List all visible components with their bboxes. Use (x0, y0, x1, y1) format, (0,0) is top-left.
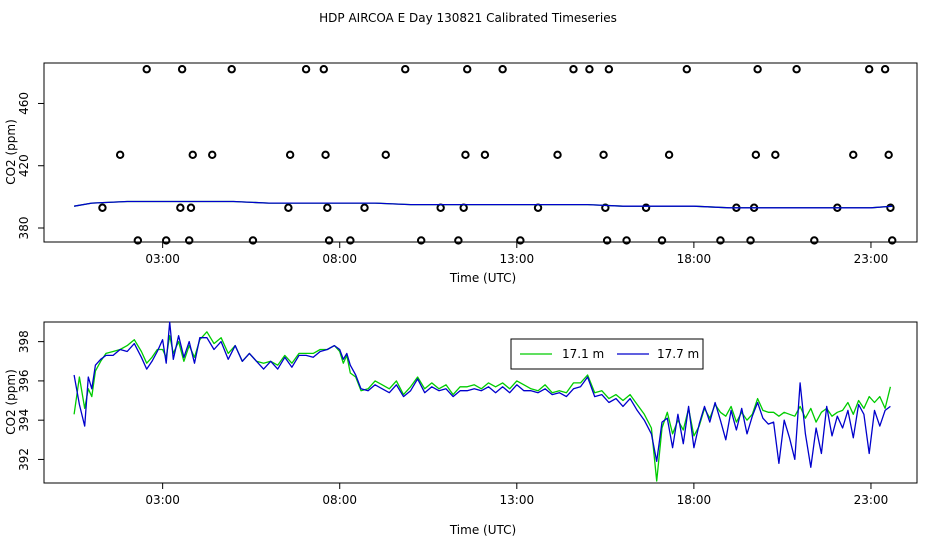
calibration-point (886, 203, 895, 212)
series-line-17-7m (73, 200, 893, 209)
y-axis-label: CO2 (ppm) (4, 369, 18, 435)
figure-title: HDP AIRCOA E Day 130821 Calibrated Times… (319, 11, 617, 25)
calibration-point (186, 203, 196, 212)
calibration-point (161, 236, 171, 245)
calibration-point (884, 150, 893, 160)
calibration-point (360, 203, 369, 212)
x-axis-label: Time (UTC) (449, 523, 516, 537)
calibration-point (746, 236, 755, 245)
calibration-point (498, 65, 507, 74)
x-tick-label: 03:00 (145, 252, 180, 266)
legend-label-17-7m: 17.7 m (657, 347, 699, 361)
y-axis: 392 394 396 398 (17, 330, 44, 471)
co2-heights-panel: 03:00 08:00 13:00 18:00 23:00 392 394 396 398 1… (4, 321, 918, 537)
y-axis: 380 420 460 (17, 92, 44, 239)
calibration-point (657, 236, 667, 245)
y-tick-label: 392 (17, 448, 31, 471)
calibration-point (601, 203, 610, 212)
calibration-point (810, 236, 819, 245)
calibration-point (864, 65, 874, 74)
calibration-point (142, 65, 151, 74)
x-axis: 03:00 08:00 13:00 18:00 23:00 (145, 242, 888, 266)
calibration-point (227, 65, 236, 74)
x-tick-label: 03:00 (145, 493, 180, 507)
y-tick-label: 396 (17, 369, 31, 392)
y-tick-label: 420 (17, 154, 31, 177)
x-tick-label: 23:00 (854, 493, 889, 507)
calibration-point (682, 65, 691, 74)
calibration-point (188, 150, 197, 160)
calibration-point (284, 203, 293, 212)
calibration-point (416, 236, 426, 245)
calibration-point (622, 236, 631, 245)
calibration-point (176, 203, 185, 212)
x-tick-label: 08:00 (322, 493, 357, 507)
y-tick-label: 380 (17, 217, 31, 240)
calibration-point (401, 65, 410, 74)
y-axis-label: CO2 (ppm) (4, 119, 18, 185)
calibration-point (463, 65, 472, 74)
x-axis-label: Time (UTC) (449, 271, 516, 285)
calibration-point (177, 65, 187, 74)
y-tick-label: 460 (17, 92, 31, 115)
calibration-point (319, 65, 328, 74)
calibration-point (553, 150, 562, 160)
calibration-point (599, 150, 608, 160)
x-tick-label: 08:00 (322, 252, 357, 266)
x-axis: 03:00 08:00 13:00 18:00 23:00 (145, 483, 888, 507)
y-tick-label: 394 (17, 409, 31, 432)
x-tick-label: 23:00 (854, 252, 889, 266)
calibration-point (381, 150, 390, 160)
calibration-point (115, 150, 125, 160)
panel-frame (43, 321, 918, 484)
calibration-point (480, 150, 490, 160)
calibrated-timeseries-panel: 03:00 08:00 13:00 18:00 23:00 380 420 460 Time… (4, 62, 918, 285)
calibration-point (185, 236, 194, 245)
legend: 17.1 m 17.7 m (510, 338, 704, 370)
x-tick-label: 18:00 (677, 252, 712, 266)
plot-area (73, 65, 897, 245)
x-tick-label: 13:00 (500, 252, 535, 266)
calibration-point (753, 65, 762, 74)
calibration-point (516, 236, 525, 245)
calibration-point (751, 150, 761, 160)
calibration-point (533, 203, 543, 212)
legend-label-17-1m: 17.1 m (562, 347, 604, 361)
calibration-point (301, 65, 311, 74)
x-tick-label: 18:00 (677, 493, 712, 507)
calibration-point (459, 203, 468, 212)
series-line-17-7m (73, 321, 891, 468)
calibration-point (880, 65, 890, 74)
calibration-point (716, 236, 725, 245)
calibration-point (604, 65, 614, 74)
panel-frame (43, 62, 918, 243)
calibration-point (585, 65, 594, 74)
y-tick-label: 398 (17, 330, 31, 353)
plot-area (73, 321, 892, 482)
calibration-point (208, 150, 217, 160)
calibration-point (792, 65, 801, 74)
calibration-point (285, 150, 295, 160)
calibration-point (321, 150, 330, 160)
calibration-point (771, 150, 780, 160)
calibration-point (602, 236, 612, 245)
calibration-point (888, 236, 897, 245)
calibration-point (98, 203, 107, 212)
calibration-point (346, 236, 355, 245)
calibration-point (248, 236, 258, 245)
calibration-point (641, 203, 651, 212)
calibration-point (324, 236, 334, 245)
calibration-point (436, 203, 445, 212)
x-tick-label: 13:00 (500, 493, 535, 507)
calibration-point (133, 236, 143, 245)
calibration-point (461, 150, 470, 160)
calibration-point (849, 150, 858, 160)
calibration-point (569, 65, 578, 74)
calibration-point (323, 203, 332, 212)
calibration-point (664, 150, 674, 160)
calibration-point (454, 236, 463, 245)
